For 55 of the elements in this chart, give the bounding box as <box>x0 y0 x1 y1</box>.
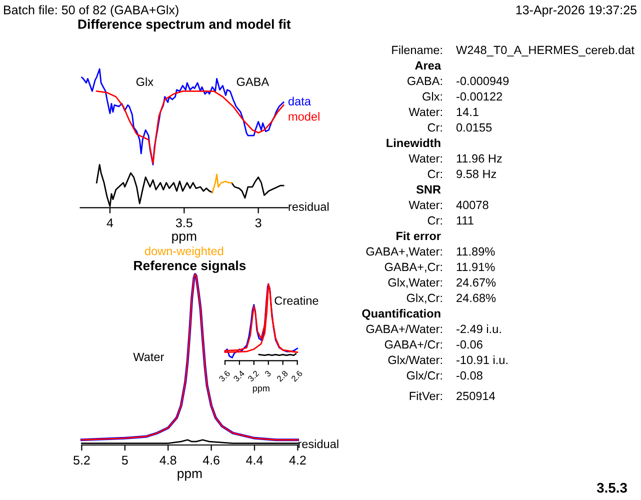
annotation: Glx <box>136 77 154 86</box>
series-label: residual <box>298 439 338 448</box>
text: Water: 40078 <box>408 200 488 210</box>
text: FitVer: 250914 <box>410 391 496 400</box>
chart-title: Reference signals <box>134 260 246 273</box>
x-axis-title: ppm <box>178 470 202 481</box>
text: down-weighted <box>144 246 224 258</box>
text: Cr: 0.0155 <box>428 123 492 132</box>
chart-title: Difference spectrum and model fit <box>78 19 291 32</box>
text: GABA+,Water: 11.89% <box>366 247 495 258</box>
x-axis-title: ppm <box>252 386 270 394</box>
text: Quantification <box>362 308 440 320</box>
text: GABA+,Cr: 11.91% <box>384 262 495 273</box>
text: Glx: -0.00122 <box>422 92 502 101</box>
x-tick-label: 2.8 <box>276 370 288 382</box>
x-tick-label: 3.5 <box>176 218 192 228</box>
text: GABA+/Water: -2.49 i.u. <box>366 324 501 334</box>
text: Fit error <box>396 231 441 240</box>
x-axis-title: ppm <box>172 234 196 244</box>
series-label: model <box>288 112 320 121</box>
x-tick-label: 4.6 <box>202 456 220 465</box>
x-tick-label: 4 <box>106 218 114 228</box>
x-tick-label: 3.6 <box>218 370 230 382</box>
text: Glx,Water: 24.67% <box>388 278 496 288</box>
x-tick-label: 2.6 <box>290 370 303 382</box>
text: GABA+/Cr: -0.06 <box>384 340 482 349</box>
x-tick-label: 3.4 <box>233 370 245 382</box>
annotation: GABA <box>236 78 270 86</box>
annotation: Water <box>133 352 164 362</box>
text: GABA: -0.000949 <box>408 76 509 86</box>
text: SNR <box>416 185 441 194</box>
x-tick-label: 4.8 <box>160 456 176 465</box>
text: Cr: 9.58 Hz <box>428 170 496 178</box>
x-tick-label: 5 <box>122 456 128 465</box>
text: Area <box>415 61 442 70</box>
x-tick-label: 5.2 <box>74 456 90 465</box>
text: Glx,Cr: 24.68% <box>406 293 496 304</box>
text: Glx/Cr: -0.08 <box>406 370 482 380</box>
series-label: residual <box>288 202 329 211</box>
text: Filename: W248_T0_A_HERMES_cereb.dat <box>392 46 634 56</box>
annotation: Creatine <box>274 296 318 305</box>
series-label: data <box>288 96 311 106</box>
x-tick-label: 3.2 <box>247 370 260 382</box>
x-tick-label: 4.4 <box>246 456 263 464</box>
text: Water: 14.1 <box>408 108 478 116</box>
text: Cr: 111 <box>428 216 474 225</box>
text: Linewidth <box>386 138 440 148</box>
text: Batch file: 50 of 82 (GABA+Glx) <box>4 5 178 17</box>
text: Glx/Water: -10.91 i.u. <box>388 355 508 364</box>
x-tick-label: 3 <box>255 218 262 228</box>
x-tick-label: 3 <box>264 370 272 378</box>
text: Water: 11.96 Hz <box>408 154 502 163</box>
x-tick-label: 4.2 <box>289 456 306 464</box>
text: 13-Apr-2026 19:37:25 <box>516 6 636 17</box>
text: 3.5.3 <box>596 482 627 493</box>
